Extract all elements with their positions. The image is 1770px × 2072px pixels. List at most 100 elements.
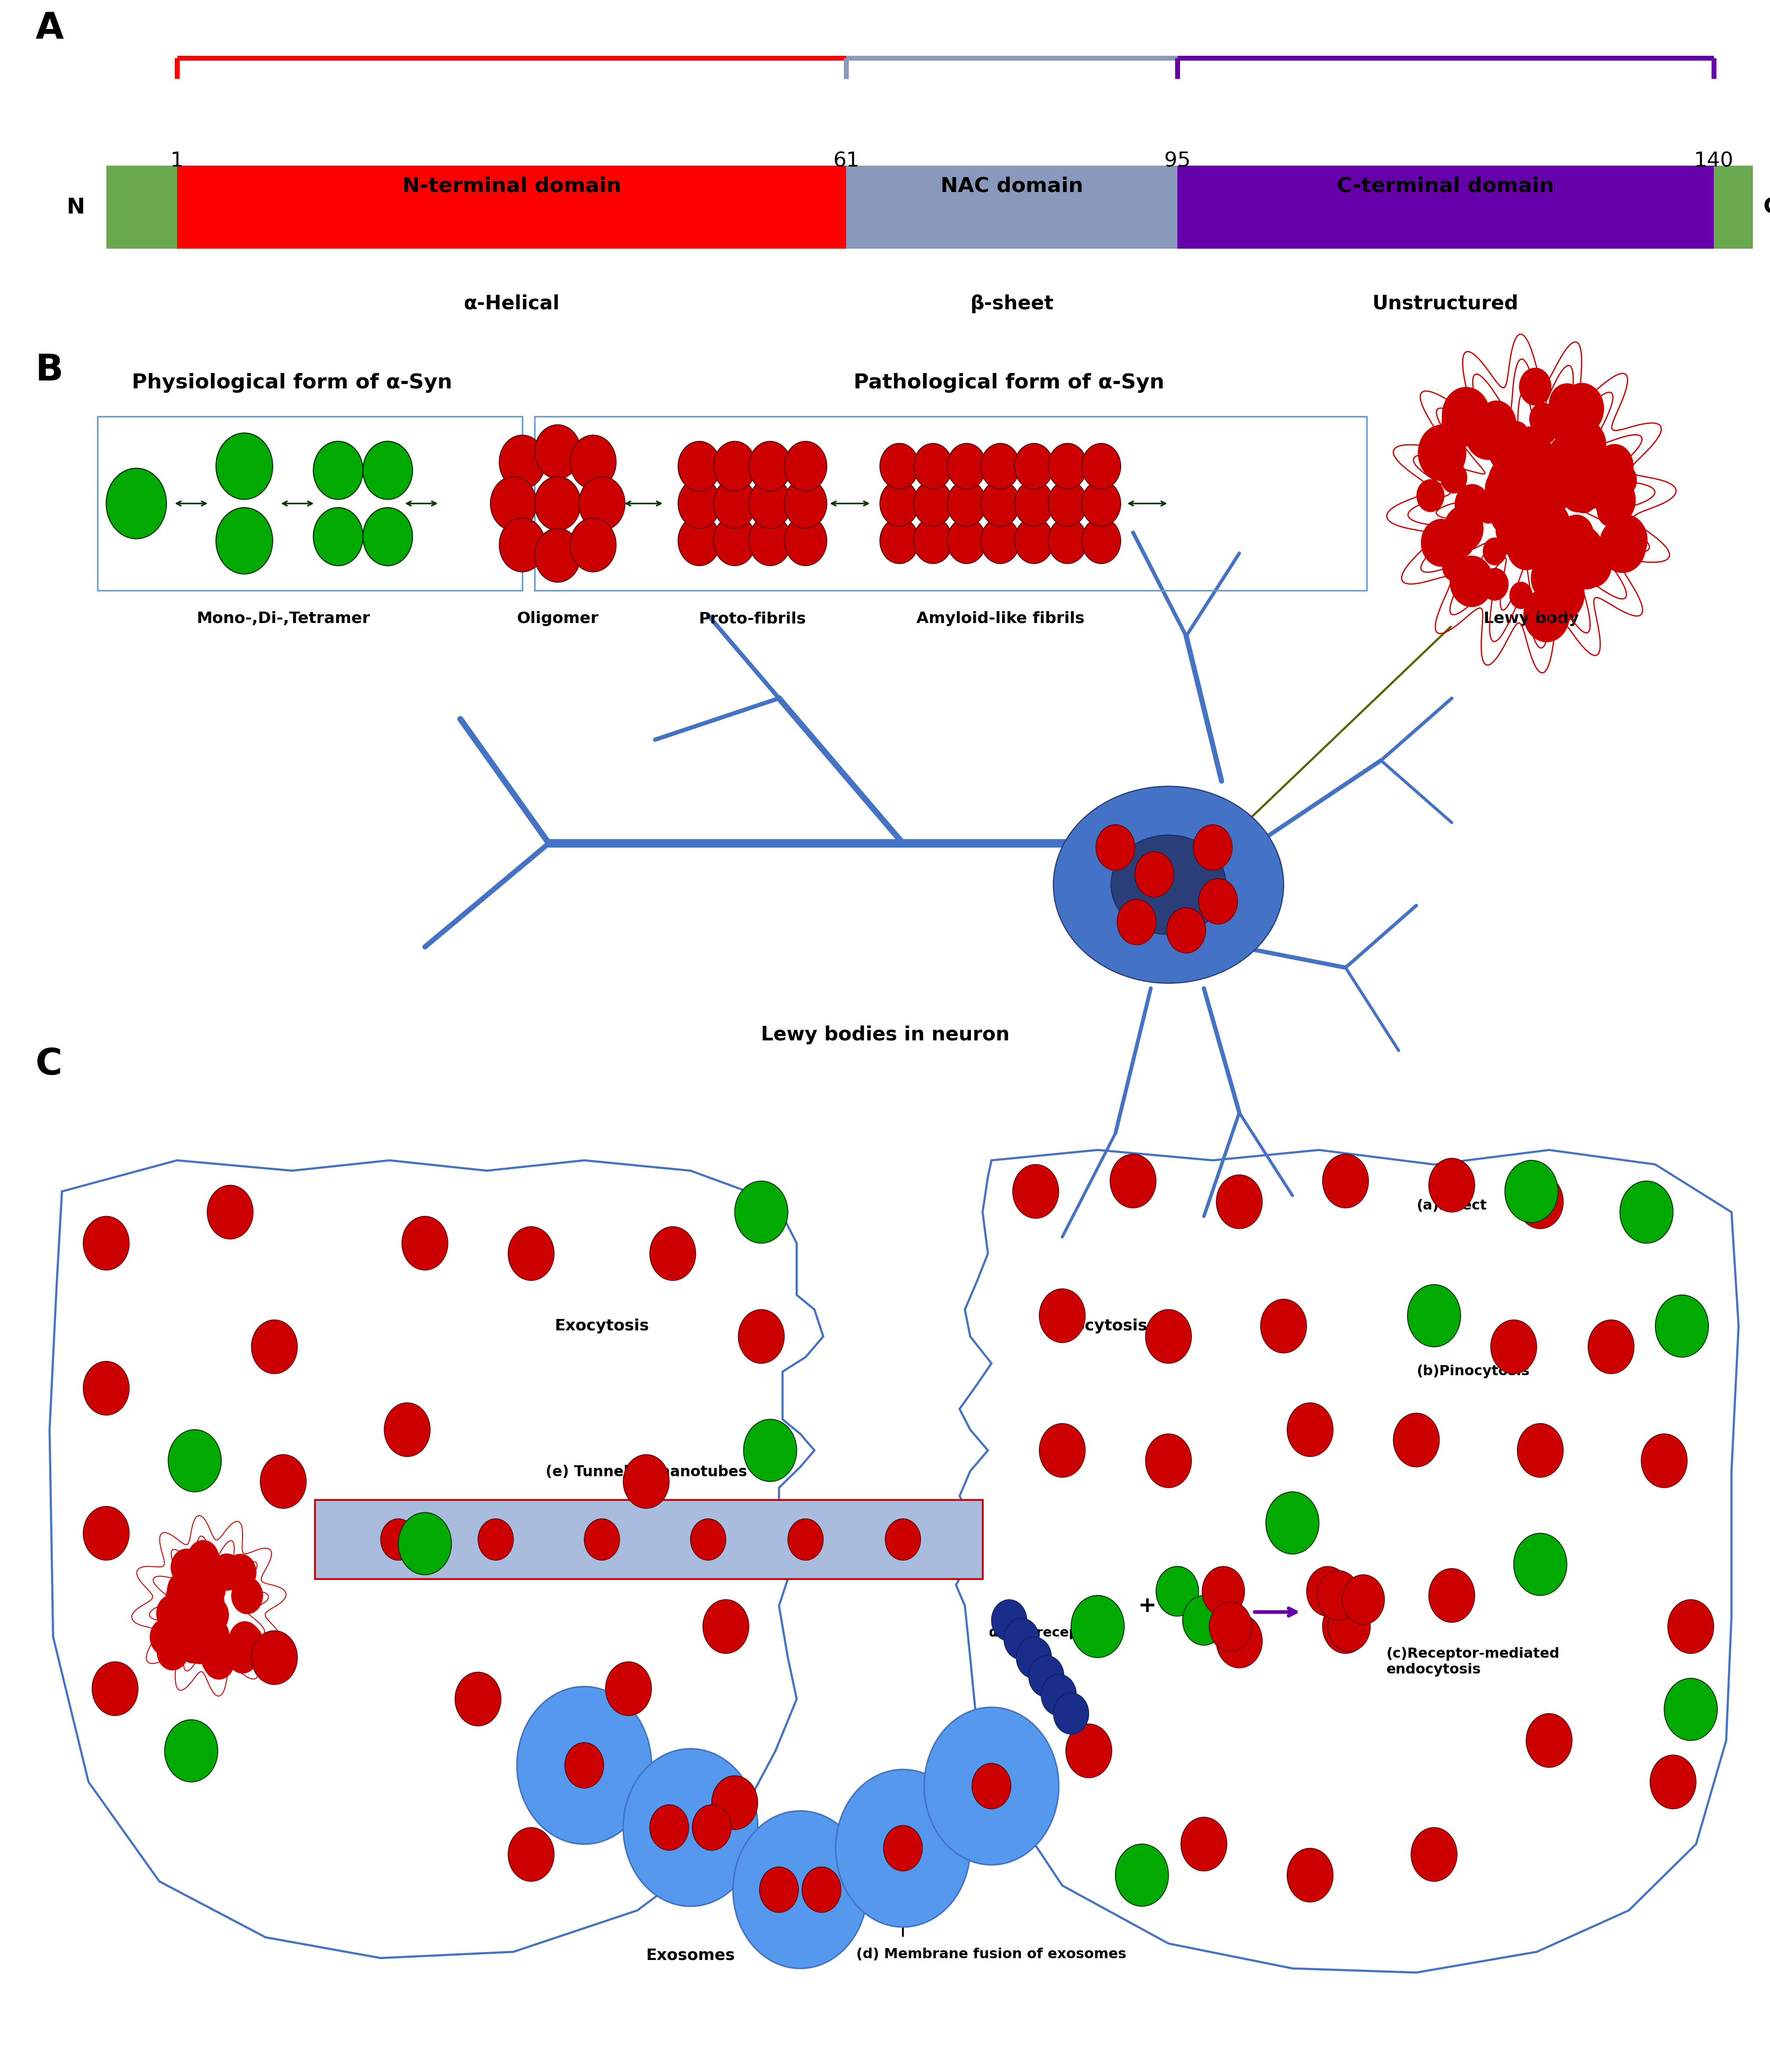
Circle shape	[1487, 423, 1528, 472]
Circle shape	[1538, 518, 1563, 549]
Circle shape	[313, 441, 363, 499]
Circle shape	[1558, 514, 1593, 555]
Circle shape	[363, 508, 412, 566]
Circle shape	[1533, 448, 1581, 503]
Circle shape	[733, 1811, 867, 1968]
Circle shape	[1182, 1595, 1225, 1645]
Circle shape	[1287, 1403, 1333, 1457]
Circle shape	[1542, 588, 1572, 624]
Text: N-terminal domain: N-terminal domain	[402, 176, 621, 197]
Circle shape	[1547, 433, 1589, 483]
Circle shape	[1563, 421, 1605, 470]
Bar	[315, 1500, 982, 1579]
Bar	[1713, 166, 1752, 249]
Circle shape	[1588, 1320, 1634, 1374]
Circle shape	[188, 1589, 219, 1627]
Text: Exocytosis: Exocytosis	[554, 1318, 650, 1334]
Text: Proto-fibrils: Proto-fibrils	[699, 611, 805, 626]
Circle shape	[1501, 477, 1536, 518]
Circle shape	[678, 441, 720, 491]
Circle shape	[1607, 464, 1637, 497]
Circle shape	[1441, 398, 1483, 448]
Circle shape	[802, 1867, 841, 1912]
Circle shape	[499, 518, 545, 572]
Circle shape	[1416, 479, 1444, 512]
Circle shape	[1506, 421, 1528, 448]
Circle shape	[880, 518, 919, 564]
Circle shape	[712, 1776, 758, 1830]
Text: C: C	[1763, 197, 1770, 218]
Circle shape	[200, 1624, 232, 1662]
Circle shape	[1016, 1637, 1051, 1678]
Circle shape	[1322, 1600, 1368, 1653]
Circle shape	[880, 443, 919, 489]
Circle shape	[1014, 518, 1053, 564]
Circle shape	[166, 1579, 198, 1616]
Circle shape	[1135, 852, 1174, 897]
Circle shape	[1441, 462, 1467, 493]
Circle shape	[1014, 481, 1053, 526]
Circle shape	[1209, 1602, 1251, 1651]
Circle shape	[1595, 443, 1634, 489]
Circle shape	[227, 1637, 258, 1674]
Circle shape	[1081, 443, 1120, 489]
Circle shape	[1572, 541, 1611, 588]
Circle shape	[156, 1595, 188, 1633]
Circle shape	[188, 1598, 219, 1635]
Circle shape	[1522, 588, 1570, 642]
Circle shape	[788, 1519, 823, 1560]
Ellipse shape	[1053, 787, 1283, 984]
Circle shape	[363, 441, 412, 499]
Circle shape	[508, 1227, 554, 1280]
Circle shape	[650, 1805, 689, 1850]
Circle shape	[398, 1513, 451, 1575]
Circle shape	[1655, 1295, 1708, 1357]
Circle shape	[1517, 481, 1547, 516]
Circle shape	[92, 1662, 138, 1716]
Circle shape	[1071, 1595, 1124, 1658]
Text: (e) Tunneling nanotubes: (e) Tunneling nanotubes	[545, 1465, 747, 1479]
Circle shape	[1517, 1175, 1563, 1229]
Bar	[106, 166, 177, 249]
Text: Amyloid-like fibrils: Amyloid-like fibrils	[917, 611, 1083, 626]
Circle shape	[1513, 479, 1554, 524]
Circle shape	[455, 1672, 501, 1726]
Text: 95: 95	[1165, 151, 1189, 172]
Circle shape	[232, 1577, 264, 1614]
Circle shape	[678, 516, 720, 566]
Circle shape	[1490, 1320, 1536, 1374]
Circle shape	[1317, 1571, 1359, 1620]
Circle shape	[83, 1216, 129, 1270]
Circle shape	[106, 468, 166, 539]
Circle shape	[228, 1620, 260, 1658]
Circle shape	[981, 443, 1020, 489]
Circle shape	[1506, 528, 1535, 562]
Circle shape	[570, 518, 616, 572]
Circle shape	[1458, 497, 1481, 522]
Circle shape	[883, 1825, 922, 1871]
Circle shape	[1441, 518, 1476, 559]
Circle shape	[1407, 1285, 1460, 1347]
Ellipse shape	[1112, 835, 1227, 934]
Circle shape	[1559, 470, 1597, 512]
Circle shape	[1501, 466, 1547, 520]
Circle shape	[1342, 1575, 1384, 1624]
Text: Mono-,Di-,Tetramer: Mono-,Di-,Tetramer	[196, 611, 370, 626]
Circle shape	[690, 1519, 726, 1560]
Text: (d) Membrane fusion of exosomes: (d) Membrane fusion of exosomes	[857, 1948, 1126, 1962]
Circle shape	[1549, 462, 1577, 495]
Circle shape	[1597, 495, 1623, 526]
Circle shape	[623, 1455, 669, 1508]
Circle shape	[193, 1589, 225, 1627]
Circle shape	[1519, 491, 1542, 518]
Circle shape	[1216, 1614, 1262, 1668]
Circle shape	[535, 528, 581, 582]
Circle shape	[885, 1519, 920, 1560]
Circle shape	[713, 479, 756, 528]
Circle shape	[1559, 526, 1604, 576]
Circle shape	[191, 1614, 223, 1651]
Circle shape	[1441, 387, 1490, 443]
Circle shape	[947, 443, 986, 489]
Circle shape	[195, 1571, 227, 1608]
Circle shape	[1570, 481, 1597, 514]
